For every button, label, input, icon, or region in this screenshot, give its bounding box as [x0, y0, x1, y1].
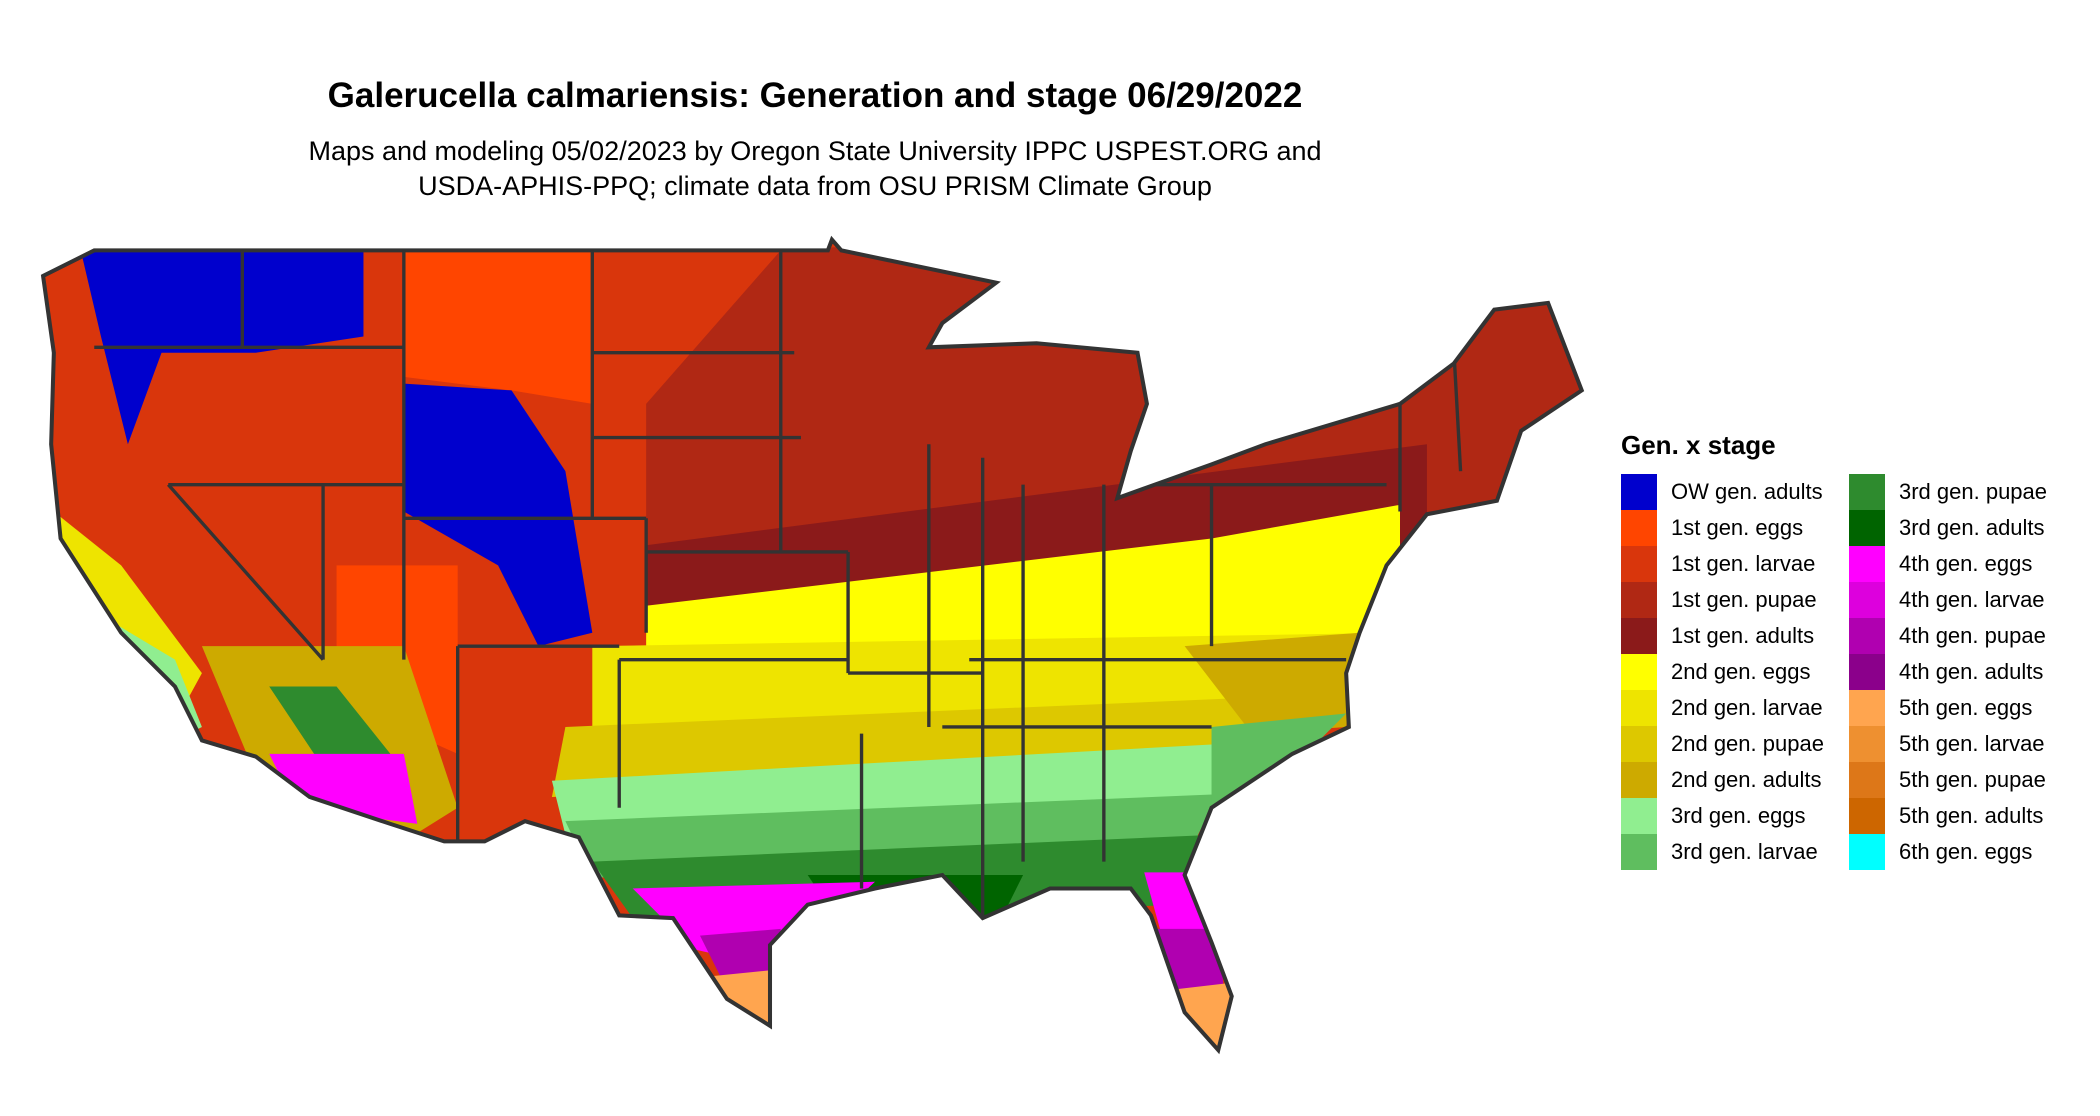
legend-label: 6th gen. eggs [1899, 839, 2033, 864]
legend-label: 4th gen. eggs [1899, 551, 2033, 576]
legend-items: OW gen. adults 1st gen. eggs 1st gen. larv… [1621, 474, 2077, 870]
legend-item: 5th gen. larvae [1849, 726, 2077, 762]
legend-item: 2nd gen. eggs [1621, 654, 1849, 690]
legend-swatch [1621, 474, 1657, 510]
legend-swatch [1621, 654, 1657, 690]
legend-label: 2nd gen. larvae [1671, 695, 1823, 720]
legend-swatch [1849, 654, 1885, 690]
legend-label: 4th gen. larvae [1899, 587, 2045, 612]
legend-swatch [1849, 582, 1885, 618]
legend: Gen. x stage OW gen. adults 1st gen. eggs… [1621, 430, 2077, 870]
legend-swatch [1621, 726, 1657, 762]
legend-item: 2nd gen. larvae [1621, 690, 1849, 726]
legend-item: 3rd gen. adults [1849, 510, 2077, 546]
legend-swatch [1849, 510, 1885, 546]
legend-label: 5th gen. eggs [1899, 695, 2033, 720]
legend-swatch [1621, 762, 1657, 798]
legend-swatch [1621, 582, 1657, 618]
legend-item: 3rd gen. eggs [1621, 798, 1849, 834]
zone-4th-gen-eggs [269, 753, 418, 824]
legend-label: 3rd gen. pupae [1899, 479, 2048, 504]
legend-label: 5th gen. pupae [1899, 767, 2046, 792]
map-subtitle: Maps and modeling 05/02/2023 by Oregon S… [0, 134, 1630, 204]
legend-item: 1st gen. adults [1621, 618, 1849, 654]
zone-1st-gen-eggs [403, 250, 593, 404]
legend-item: 4th gen. eggs [1849, 546, 2077, 582]
legend-item: 3rd gen. larvae [1621, 834, 1849, 870]
legend-label: 5th gen. larvae [1899, 731, 2045, 756]
subtitle-line-1: Maps and modeling 05/02/2023 by Oregon S… [308, 136, 1322, 166]
legend-title: Gen. x stage [1621, 430, 1776, 460]
legend-swatch [1849, 690, 1885, 726]
legend-item: 6th gen. eggs [1849, 834, 2077, 870]
legend-label: OW gen. adults [1671, 479, 1823, 504]
legend-item: 5th gen. pupae [1849, 762, 2077, 798]
state-borders [94, 250, 1463, 943]
legend-item: OW gen. adults [1621, 474, 1849, 510]
legend-label: 3rd gen. eggs [1671, 803, 1806, 828]
legend-item: 2nd gen. pupae [1621, 726, 1849, 762]
legend-swatch [1621, 618, 1657, 654]
legend-swatch [1849, 726, 1885, 762]
subtitle-line-2: USDA-APHIS-PPQ; climate data from OSU PR… [418, 171, 1212, 201]
legend-label: 1st gen. adults [1671, 623, 1815, 648]
legend-label: 3rd gen. larvae [1671, 839, 1818, 864]
legend-swatch [1621, 798, 1657, 834]
zone-5th-gen-eggs [1173, 982, 1232, 1051]
legend-swatch [1849, 474, 1885, 510]
legend-item: 4th gen. adults [1849, 654, 2077, 690]
legend-label: 1st gen. eggs [1671, 515, 1804, 540]
legend-item: 1st gen. pupae [1621, 582, 1849, 618]
legend-swatch [1849, 762, 1885, 798]
legend-item: 1st gen. eggs [1621, 510, 1849, 546]
legend-label: 1st gen. larvae [1671, 551, 1816, 576]
legend-item: 5th gen. adults [1849, 798, 2077, 834]
legend-swatch [1621, 546, 1657, 582]
legend-label: 2nd gen. eggs [1671, 659, 1811, 684]
legend-item: 3rd gen. pupae [1849, 474, 2077, 510]
legend-swatch [1849, 546, 1885, 582]
legend-swatch [1621, 834, 1657, 870]
legend-item: 2nd gen. adults [1621, 762, 1849, 798]
zone-3rd-gen-pupae [269, 686, 391, 768]
legend-label: 4th gen. adults [1899, 659, 2044, 684]
legend-label: 3rd gen. adults [1899, 515, 2045, 540]
legend-swatch [1849, 798, 1885, 834]
legend-label: 2nd gen. pupae [1671, 731, 1824, 756]
legend-label: 5th gen. adults [1899, 803, 2044, 828]
zone-ow-gen-adults [403, 383, 593, 647]
legend-item: 5th gen. eggs [1849, 690, 2077, 726]
legend-swatch [1621, 510, 1657, 546]
legend-item: 1st gen. larvae [1621, 546, 1849, 582]
legend-label: 2nd gen. adults [1671, 767, 1822, 792]
legend-item: 4th gen. larvae [1849, 582, 2077, 618]
legend-swatch [1621, 690, 1657, 726]
legend-label: 4th gen. pupae [1899, 623, 2046, 648]
legend-swatch [1849, 834, 1885, 870]
legend-item: 4th gen. pupae [1849, 618, 2077, 654]
legend-swatch [1849, 618, 1885, 654]
map-title: Galerucella calmariensis: Generation and… [327, 76, 1303, 115]
legend-label: 1st gen. pupae [1671, 587, 1817, 612]
